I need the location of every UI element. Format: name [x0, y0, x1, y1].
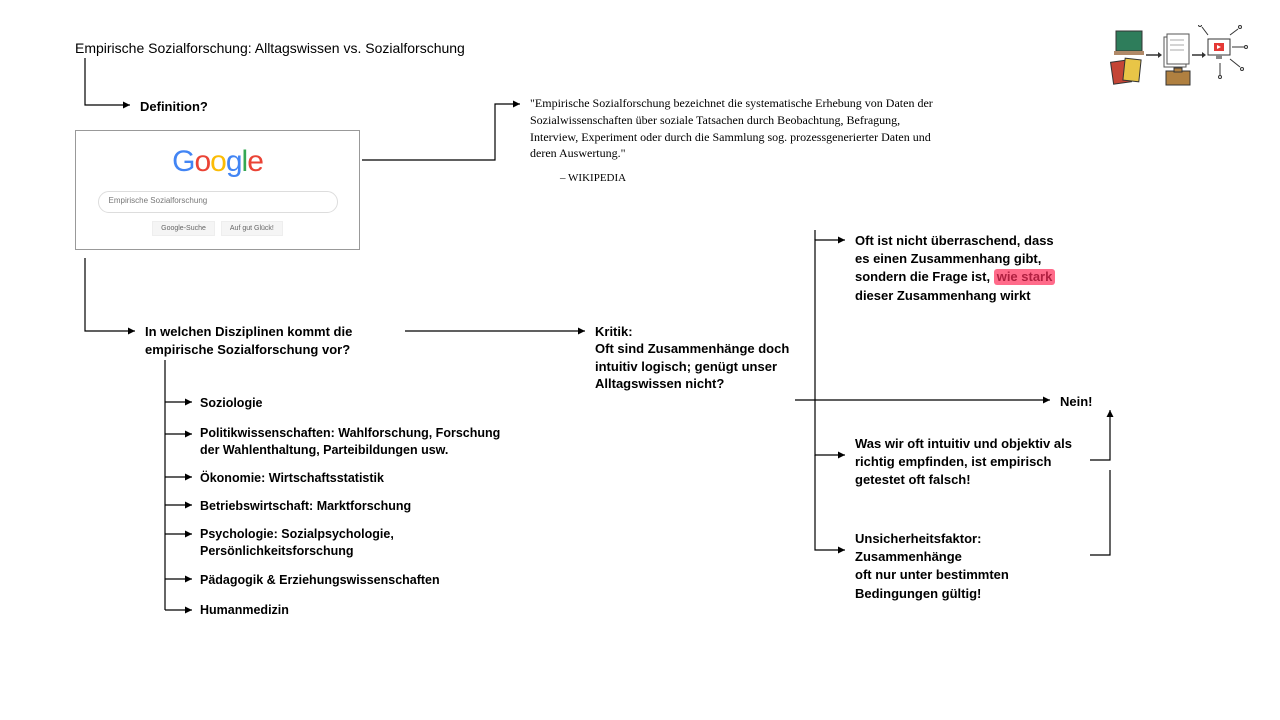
discipline-6: Humanmedizin — [200, 602, 289, 619]
kritik-body: Oft sind Zusammenhänge doch intuitiv log… — [595, 340, 789, 393]
nein-label: Nein! — [1060, 393, 1093, 411]
page-title: Empirische Sozialforschung: Alltagswisse… — [75, 40, 465, 56]
discipline-5: Pädagogik & Erziehungswissenschaften — [200, 572, 440, 589]
discipline-3: Betriebswirtschaft: Marktforschung — [200, 498, 411, 515]
note-1: Oft ist nicht überraschend, dass es eine… — [855, 232, 1055, 305]
note-2: Was wir oft intuitiv und objektiv als ri… — [855, 435, 1072, 490]
discipline-4: Psychologie: Sozialpsychologie, Persönli… — [200, 526, 394, 560]
google-lucky-btn: Auf gut Glück! — [221, 221, 283, 236]
doodle-illustration — [1110, 25, 1250, 95]
discipline-2: Ökonomie: Wirtschaftsstatistik — [200, 470, 384, 487]
google-search-btn: Google-Suche — [152, 221, 215, 236]
note-3: Unsicherheitsfaktor: Zusammenhänge oft n… — [855, 530, 1085, 603]
note1-highlight: wie stark — [994, 269, 1056, 285]
disciplines-question: In welchen Disziplinen kommt die empiris… — [145, 323, 352, 358]
quote-attribution: – WIKIPEDIA — [560, 172, 626, 184]
google-search-input: Empirische Sozialforschung — [98, 191, 338, 213]
discipline-1: Politikwissenschaften: Wahlforschung, Fo… — [200, 425, 500, 459]
google-search-box: Google Empirische Sozialforschung Google… — [75, 130, 360, 250]
google-logo: Google — [172, 145, 263, 179]
definition-quote: "Empirische Sozialforschung bezeichnet d… — [530, 95, 950, 162]
note1-post: dieser Zusammenhang wirkt — [855, 288, 1031, 303]
definition-label: Definition? — [140, 98, 208, 116]
discipline-0: Soziologie — [200, 395, 263, 412]
kritik-label: Kritik: — [595, 323, 633, 341]
